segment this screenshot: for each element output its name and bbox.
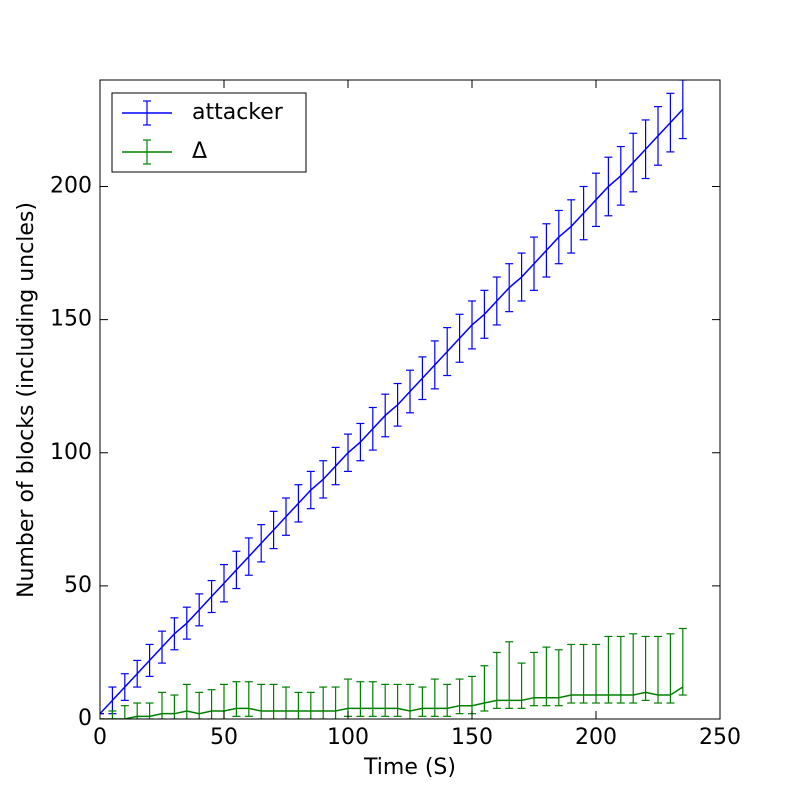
error-bar (195, 691, 204, 719)
x-tick-label: 0 (93, 725, 107, 750)
error-bar (331, 686, 340, 719)
error-bar (232, 681, 241, 717)
y-tick-label: 50 (64, 573, 92, 598)
error-bar (443, 683, 452, 717)
error-bar (567, 643, 576, 704)
error-bar (170, 694, 179, 719)
x-tick-label: 100 (327, 725, 369, 750)
error-bar (604, 635, 613, 704)
axes-frame (99, 79, 721, 720)
error-bar (306, 691, 315, 719)
error-bar (579, 643, 588, 704)
error-bar (393, 683, 402, 717)
series-line (100, 686, 684, 719)
error-bar (282, 686, 290, 719)
error-bar (678, 627, 687, 696)
y-tick-label: 200 (50, 174, 92, 199)
error-bar (629, 633, 638, 704)
error-bar (554, 649, 563, 707)
error-bar (592, 643, 600, 704)
error-bar (108, 710, 117, 719)
legend: attacker Δ (111, 92, 307, 173)
legend-item (122, 139, 172, 165)
error-bar (616, 635, 625, 704)
plot-area (100, 80, 687, 719)
y-tick-label: 150 (50, 307, 92, 332)
error-bar (666, 633, 675, 704)
error-bar (269, 683, 278, 719)
x-tick-label: 200 (575, 725, 617, 750)
error-bar (430, 678, 439, 717)
x-tick-label: 250 (699, 725, 741, 750)
error-bar (455, 678, 464, 715)
error-bar (381, 683, 390, 717)
error-bar (244, 681, 253, 717)
x-tick-label: 50 (210, 725, 238, 750)
error-bar (530, 651, 538, 707)
legend-item (122, 100, 172, 126)
error-bar (406, 683, 414, 719)
error-bar (368, 681, 377, 717)
y-tick-label: 100 (50, 440, 92, 465)
error-bar (356, 681, 365, 717)
legend-label: Δ (192, 139, 207, 164)
error-bar (182, 683, 191, 719)
legend-label: attacker (192, 100, 284, 125)
error-bar (641, 635, 650, 701)
error-bar (492, 651, 501, 709)
x-axis-label: Time (S) (363, 755, 456, 780)
error-bar (294, 691, 303, 719)
error-bar (120, 705, 129, 719)
x-tick-label: 150 (451, 725, 493, 750)
error-bar (505, 641, 514, 709)
error-bar (257, 683, 266, 719)
y-axis-label: Number of blocks (including uncles) (14, 202, 39, 598)
error-bar (319, 686, 328, 719)
legend-frame (111, 92, 307, 173)
error-bar (654, 635, 662, 704)
error-bar (418, 686, 427, 717)
series-line (100, 108, 684, 715)
error-bar (158, 691, 166, 719)
error-bar (542, 646, 551, 707)
y-tick-label: 0 (78, 706, 92, 731)
error-bar (207, 689, 216, 719)
